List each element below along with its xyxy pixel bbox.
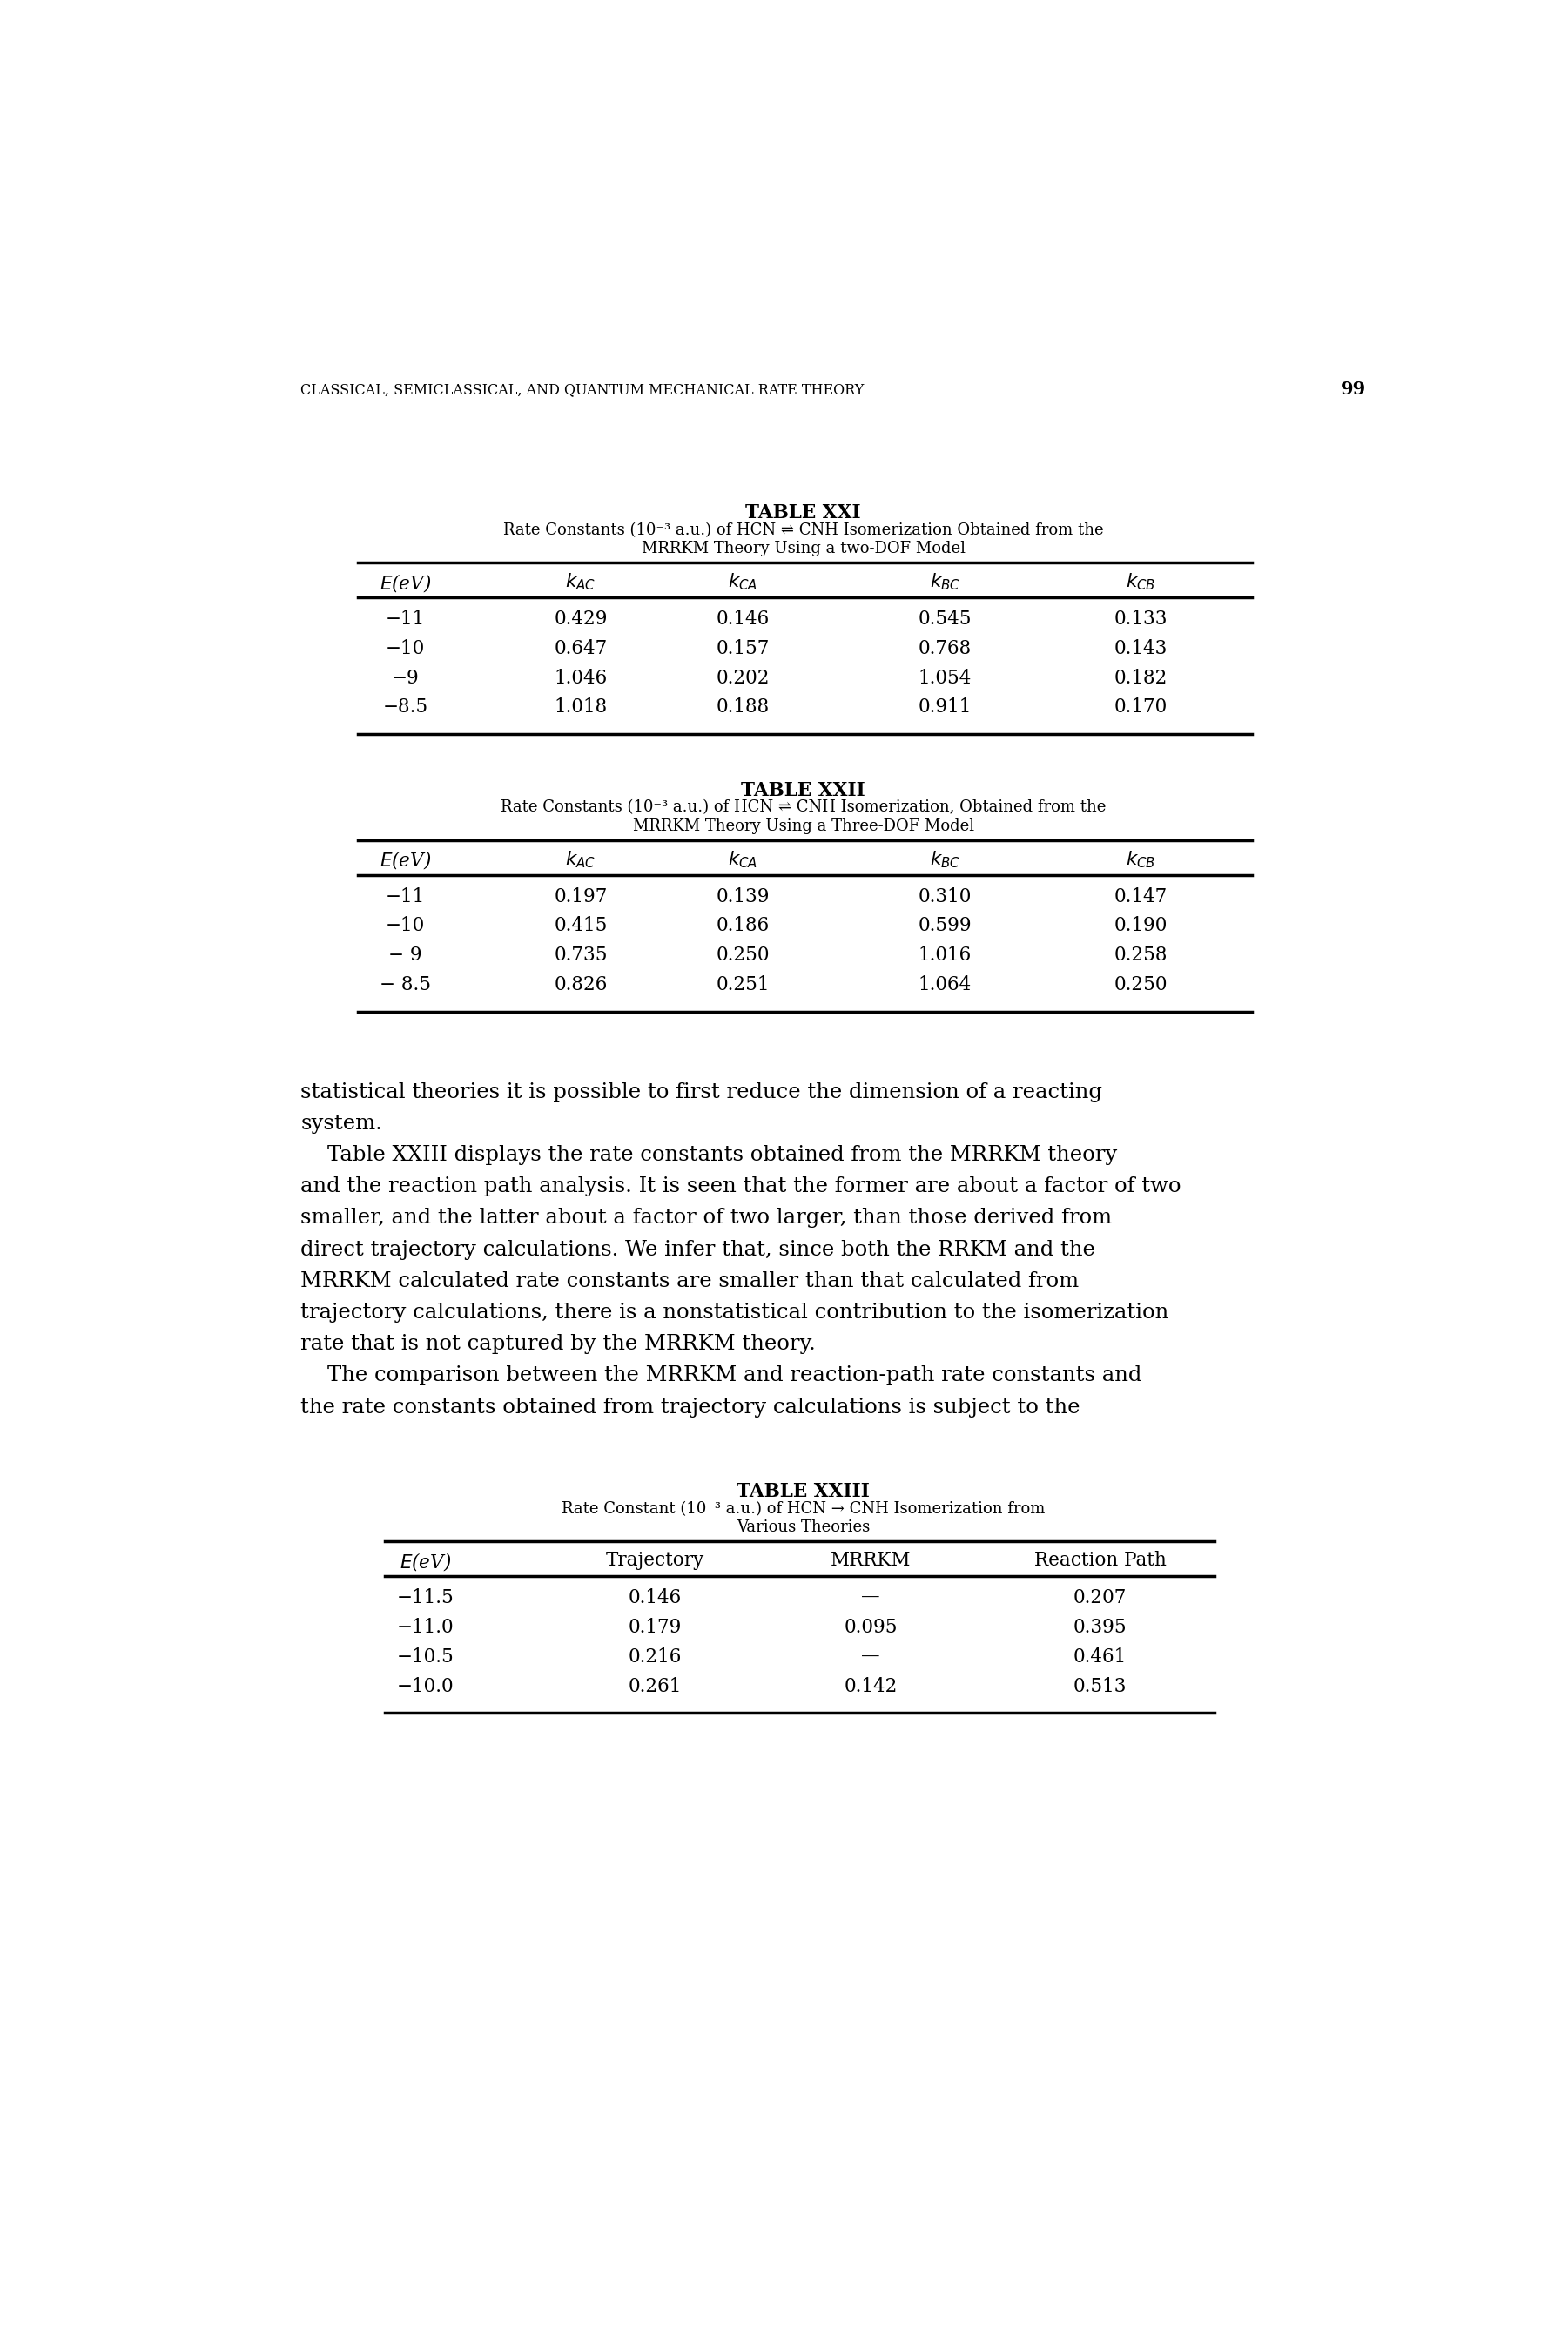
- Text: MRRKM calculated rate constants are smaller than that calculated from: MRRKM calculated rate constants are smal…: [301, 1272, 1079, 1291]
- Text: Table XXIII displays the rate constants obtained from the MRRKM theory: Table XXIII displays the rate constants …: [301, 1145, 1118, 1166]
- Text: Reaction Path: Reaction Path: [1033, 1552, 1167, 1570]
- Text: smaller, and the latter about a factor of two larger, than those derived from: smaller, and the latter about a factor o…: [301, 1208, 1112, 1227]
- Text: $k_{BC}$: $k_{BC}$: [930, 571, 960, 592]
- Text: 0.147: 0.147: [1113, 886, 1167, 905]
- Text: 0.146: 0.146: [717, 609, 770, 628]
- Text: 0.179: 0.179: [629, 1617, 682, 1636]
- Text: TABLE XXIII: TABLE XXIII: [737, 1481, 870, 1502]
- Text: − 8.5: − 8.5: [379, 976, 431, 994]
- Text: 99: 99: [1341, 381, 1366, 397]
- Text: 0.197: 0.197: [554, 886, 607, 905]
- Text: —: —: [861, 1589, 880, 1608]
- Text: $k_{AC}$: $k_{AC}$: [566, 849, 596, 870]
- Text: $E$(eV): $E$(eV): [379, 849, 431, 872]
- Text: 0.216: 0.216: [629, 1648, 682, 1667]
- Text: $k_{AC}$: $k_{AC}$: [566, 571, 596, 592]
- Text: 0.911: 0.911: [919, 698, 972, 717]
- Text: 0.095: 0.095: [844, 1617, 897, 1636]
- Text: The comparison between the MRRKM and reaction-path rate constants and: The comparison between the MRRKM and rea…: [301, 1366, 1142, 1385]
- Text: 0.310: 0.310: [919, 886, 972, 905]
- Text: MRRKM: MRRKM: [831, 1552, 911, 1570]
- Text: 0.647: 0.647: [554, 639, 607, 658]
- Text: Rate Constant (10⁻³ a.u.) of HCN → CNH Isomerization from: Rate Constant (10⁻³ a.u.) of HCN → CNH I…: [561, 1500, 1044, 1516]
- Text: 0.513: 0.513: [1074, 1676, 1127, 1695]
- Text: $k_{CB}$: $k_{CB}$: [1126, 849, 1156, 870]
- Text: 0.207: 0.207: [1074, 1589, 1127, 1608]
- Text: 0.190: 0.190: [1113, 917, 1167, 936]
- Text: −11.5: −11.5: [397, 1589, 455, 1608]
- Text: 1.054: 1.054: [919, 668, 972, 686]
- Text: $k_{CB}$: $k_{CB}$: [1126, 571, 1156, 592]
- Text: 0.143: 0.143: [1113, 639, 1167, 658]
- Text: 0.157: 0.157: [717, 639, 770, 658]
- Text: 0.142: 0.142: [844, 1676, 897, 1695]
- Text: −10: −10: [386, 639, 425, 658]
- Text: TABLE XXI: TABLE XXI: [745, 503, 861, 522]
- Text: MRRKM Theory Using a two-DOF Model: MRRKM Theory Using a two-DOF Model: [641, 541, 966, 557]
- Text: −11: −11: [386, 609, 425, 628]
- Text: 0.429: 0.429: [554, 609, 607, 628]
- Text: —: —: [861, 1648, 880, 1667]
- Text: 1.018: 1.018: [554, 698, 607, 717]
- Text: direct trajectory calculations. We infer that, since both the RRKM and the: direct trajectory calculations. We infer…: [301, 1239, 1096, 1260]
- Text: $k_{CA}$: $k_{CA}$: [728, 849, 757, 870]
- Text: 0.258: 0.258: [1113, 945, 1168, 964]
- Text: 0.250: 0.250: [715, 945, 770, 964]
- Text: 0.251: 0.251: [715, 976, 770, 994]
- Text: system.: system.: [301, 1114, 383, 1133]
- Text: 0.395: 0.395: [1074, 1617, 1127, 1636]
- Text: 0.461: 0.461: [1074, 1648, 1127, 1667]
- Text: 1.064: 1.064: [919, 976, 972, 994]
- Text: 0.202: 0.202: [715, 668, 770, 686]
- Text: 0.735: 0.735: [554, 945, 607, 964]
- Text: 1.016: 1.016: [919, 945, 972, 964]
- Text: −10.0: −10.0: [397, 1676, 455, 1695]
- Text: 0.133: 0.133: [1113, 609, 1168, 628]
- Text: rate that is not captured by the MRRKM theory.: rate that is not captured by the MRRKM t…: [301, 1333, 815, 1354]
- Text: 0.261: 0.261: [629, 1676, 682, 1695]
- Text: Rate Constants (10⁻³ a.u.) of HCN ⇌ CNH Isomerization Obtained from the: Rate Constants (10⁻³ a.u.) of HCN ⇌ CNH …: [503, 522, 1104, 538]
- Text: 0.182: 0.182: [1113, 668, 1167, 686]
- Text: trajectory calculations, there is a nonstatistical contribution to the isomeriza: trajectory calculations, there is a nons…: [301, 1302, 1168, 1324]
- Text: 0.545: 0.545: [919, 609, 972, 628]
- Text: −10: −10: [386, 917, 425, 936]
- Text: 0.139: 0.139: [715, 886, 770, 905]
- Text: the rate constants obtained from trajectory calculations is subject to the: the rate constants obtained from traject…: [301, 1396, 1080, 1418]
- Text: 0.146: 0.146: [629, 1589, 682, 1608]
- Text: $E$(eV): $E$(eV): [379, 571, 431, 592]
- Text: 0.415: 0.415: [554, 917, 607, 936]
- Text: 0.599: 0.599: [919, 917, 972, 936]
- Text: −10.5: −10.5: [397, 1648, 455, 1667]
- Text: $k_{BC}$: $k_{BC}$: [930, 849, 960, 870]
- Text: statistical theories it is possible to first reduce the dimension of a reacting: statistical theories it is possible to f…: [301, 1081, 1102, 1103]
- Text: 0.250: 0.250: [1113, 976, 1168, 994]
- Text: −8.5: −8.5: [383, 698, 428, 717]
- Text: 0.768: 0.768: [919, 639, 972, 658]
- Text: $k_{CA}$: $k_{CA}$: [728, 571, 757, 592]
- Text: 1.046: 1.046: [554, 668, 607, 686]
- Text: $E$(eV): $E$(eV): [400, 1552, 452, 1573]
- Text: −9: −9: [392, 668, 419, 686]
- Text: TABLE XXII: TABLE XXII: [742, 781, 866, 799]
- Text: Rate Constants (10⁻³ a.u.) of HCN ⇌ CNH Isomerization, Obtained from the: Rate Constants (10⁻³ a.u.) of HCN ⇌ CNH …: [500, 799, 1105, 816]
- Text: 0.186: 0.186: [717, 917, 770, 936]
- Text: MRRKM Theory Using a Three-DOF Model: MRRKM Theory Using a Three-DOF Model: [632, 818, 974, 835]
- Text: −11.0: −11.0: [397, 1617, 455, 1636]
- Text: 0.826: 0.826: [554, 976, 607, 994]
- Text: Various Theories: Various Theories: [737, 1519, 870, 1535]
- Text: Trajectory: Trajectory: [605, 1552, 704, 1570]
- Text: and the reaction path analysis. It is seen that the former are about a factor of: and the reaction path analysis. It is se…: [301, 1176, 1181, 1197]
- Text: −11: −11: [386, 886, 425, 905]
- Text: − 9: − 9: [389, 945, 422, 964]
- Text: 0.188: 0.188: [717, 698, 770, 717]
- Text: CLASSICAL, SEMICLASSICAL, AND QUANTUM MECHANICAL RATE THEORY: CLASSICAL, SEMICLASSICAL, AND QUANTUM ME…: [301, 381, 864, 397]
- Text: 0.170: 0.170: [1113, 698, 1167, 717]
